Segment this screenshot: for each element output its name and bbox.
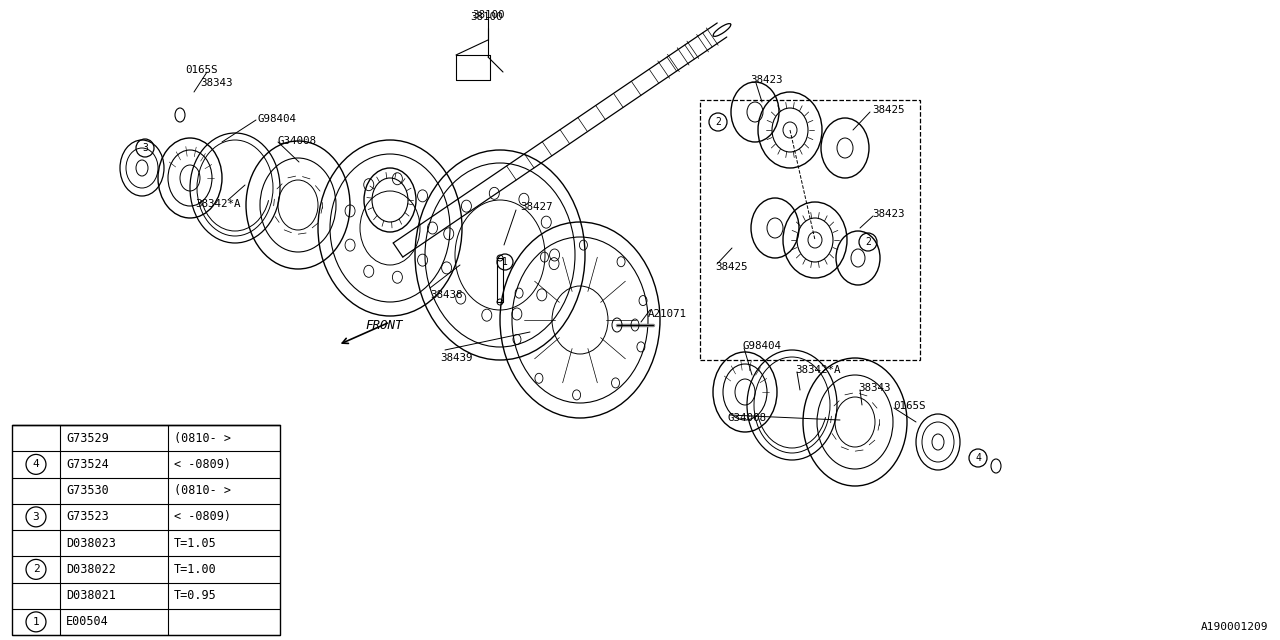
Text: (0810- >: (0810- > — [174, 431, 230, 445]
Text: 0165S: 0165S — [186, 65, 218, 75]
Text: 38423: 38423 — [750, 75, 782, 85]
Text: < -0809): < -0809) — [174, 510, 230, 524]
Text: G98404: G98404 — [257, 114, 296, 124]
Text: 38342*A: 38342*A — [195, 199, 241, 209]
Bar — [497, 258, 503, 302]
Text: 38100: 38100 — [470, 12, 502, 22]
Text: T=1.00: T=1.00 — [174, 563, 216, 576]
Text: G34008: G34008 — [276, 136, 316, 146]
Text: G34008: G34008 — [727, 413, 765, 423]
Text: 3: 3 — [32, 512, 40, 522]
Text: 38425: 38425 — [872, 105, 905, 115]
Text: 38438: 38438 — [430, 290, 462, 300]
Text: 1: 1 — [32, 617, 40, 627]
Bar — [12, 425, 280, 635]
Text: FRONT: FRONT — [365, 319, 402, 332]
Text: 38100: 38100 — [472, 10, 504, 20]
Text: D038021: D038021 — [67, 589, 116, 602]
Text: D038022: D038022 — [67, 563, 116, 576]
Text: 38427: 38427 — [520, 202, 553, 212]
Text: A190001209: A190001209 — [1201, 622, 1268, 632]
Text: 4: 4 — [975, 453, 980, 463]
Text: < -0809): < -0809) — [174, 458, 230, 471]
Bar — [700, 100, 920, 360]
Text: G73523: G73523 — [67, 510, 109, 524]
Text: 1: 1 — [502, 257, 508, 267]
Text: 3: 3 — [142, 143, 148, 153]
Text: 38343: 38343 — [200, 78, 233, 88]
Text: D038023: D038023 — [67, 536, 116, 550]
Text: T=1.05: T=1.05 — [174, 536, 216, 550]
Text: 2: 2 — [865, 237, 870, 247]
Text: 38342*A: 38342*A — [795, 365, 841, 375]
Text: 0165S: 0165S — [893, 401, 925, 411]
Text: 38425: 38425 — [716, 262, 748, 272]
Text: G98404: G98404 — [742, 341, 781, 351]
Text: 4: 4 — [32, 460, 40, 469]
Text: A21071: A21071 — [648, 309, 687, 319]
Text: E00504: E00504 — [67, 616, 109, 628]
Text: 38423: 38423 — [872, 209, 905, 219]
Text: 2: 2 — [32, 564, 40, 574]
Text: 38343: 38343 — [858, 383, 891, 393]
Text: G73529: G73529 — [67, 431, 109, 445]
Text: T=0.95: T=0.95 — [174, 589, 216, 602]
Text: 38439: 38439 — [440, 353, 472, 363]
Text: (0810- >: (0810- > — [174, 484, 230, 497]
Text: 2: 2 — [716, 117, 721, 127]
Text: G73524: G73524 — [67, 458, 109, 471]
Text: G73530: G73530 — [67, 484, 109, 497]
